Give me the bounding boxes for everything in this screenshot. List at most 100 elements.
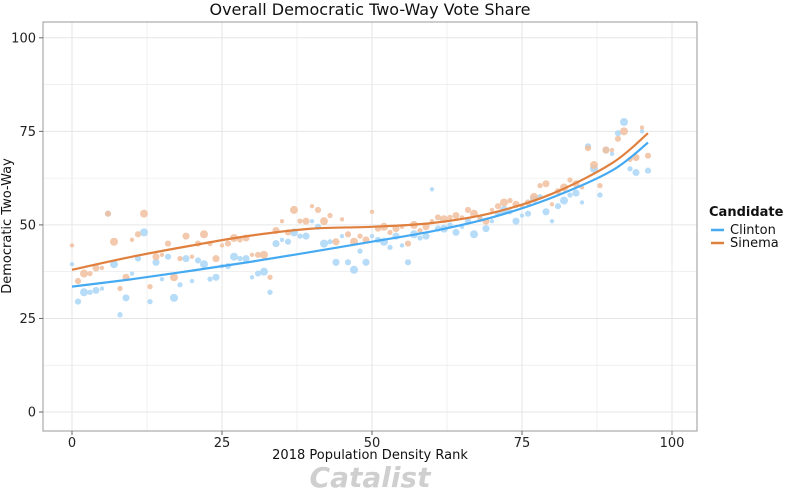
- clinton-point: [632, 168, 640, 177]
- y-tick-label: 75: [19, 125, 36, 140]
- sinema-point: [224, 240, 232, 247]
- clinton-point: [279, 237, 285, 243]
- sinema-point: [164, 240, 172, 247]
- sinema-point: [267, 274, 273, 280]
- clinton-point: [614, 130, 622, 137]
- clinton-point: [417, 235, 423, 241]
- sinema-point: [92, 264, 100, 272]
- clinton-point: [519, 213, 525, 218]
- sinema-point: [260, 250, 268, 259]
- x-tick-label: 0: [68, 436, 76, 451]
- sinema-point: [99, 265, 105, 271]
- clinton-point: [627, 166, 633, 172]
- clinton-point: [320, 239, 328, 248]
- clinton-point: [639, 129, 645, 134]
- sinema-point: [567, 177, 573, 183]
- sinema-point: [507, 197, 513, 204]
- sinema-point: [344, 231, 352, 238]
- clinton-point: [339, 233, 345, 239]
- sinema-point: [392, 225, 400, 233]
- clinton-point: [297, 233, 303, 239]
- sinema-point: [434, 214, 442, 221]
- sinema-point: [404, 240, 412, 247]
- clinton-point: [350, 265, 358, 274]
- sinema-point: [327, 212, 333, 219]
- sinema-point: [620, 127, 628, 136]
- sinema-point: [87, 270, 93, 277]
- clinton-point: [572, 189, 580, 197]
- sinema-point: [500, 198, 508, 207]
- clinton-point: [117, 312, 123, 318]
- clinton-point: [452, 228, 460, 236]
- legend: Candidate Clinton Sinema: [709, 205, 784, 251]
- clinton-point: [92, 286, 100, 294]
- trend-lines: [71, 132, 649, 288]
- clinton-point: [194, 257, 202, 264]
- sinema-point: [249, 252, 255, 258]
- clinton-point: [230, 252, 238, 261]
- clinton-point: [644, 167, 652, 174]
- clinton-point: [242, 255, 250, 263]
- clinton-point: [489, 218, 495, 224]
- clinton-point: [429, 187, 435, 192]
- sinema-point: [537, 182, 543, 189]
- sinema-point: [80, 269, 88, 278]
- sinema-point: [369, 209, 375, 215]
- sinema-point: [254, 251, 262, 258]
- sinema-point: [597, 182, 603, 189]
- clinton-point: [399, 243, 405, 248]
- sinema-point: [110, 237, 118, 246]
- sinema-point: [639, 125, 645, 130]
- clinton-point: [80, 288, 88, 297]
- sinema-point: [302, 217, 310, 225]
- clinton-points: [69, 117, 652, 318]
- clinton-point: [69, 261, 75, 267]
- grid-lines: [43, 22, 697, 431]
- clinton-point: [207, 276, 213, 282]
- sinema-point: [609, 147, 615, 153]
- sinema-point: [422, 223, 430, 231]
- sinema-point: [339, 217, 345, 222]
- clinton-point: [470, 230, 478, 239]
- sinema-point: [602, 146, 610, 154]
- sinema-point: [152, 253, 160, 261]
- sinema-point: [494, 203, 502, 210]
- sinema-point: [290, 205, 298, 214]
- panel-border: [42, 21, 698, 432]
- sinema-point: [584, 145, 592, 152]
- clinton-point: [422, 232, 430, 240]
- legend-title: Candidate: [709, 205, 784, 220]
- sinema-point: [542, 180, 550, 188]
- clinton-point: [87, 289, 93, 295]
- sinema-point: [549, 202, 555, 207]
- sinema-trend-line: [71, 132, 649, 271]
- clinton-point: [164, 253, 172, 260]
- sinema-point: [387, 229, 393, 236]
- sinema-points: [69, 125, 652, 292]
- sinema-point: [117, 285, 123, 292]
- clinton-point: [182, 255, 190, 263]
- sinema-point: [309, 203, 315, 209]
- clinton-point: [140, 228, 148, 237]
- sinema-point: [212, 255, 220, 263]
- legend-label-sinema: Sinema: [730, 236, 779, 251]
- sinema-point: [140, 209, 148, 218]
- clinton-point: [152, 258, 160, 266]
- sinema-point: [200, 230, 208, 239]
- clinton-point: [284, 238, 292, 245]
- clinton-trend-line: [71, 141, 649, 288]
- clinton-point: [237, 255, 243, 262]
- clinton-point: [267, 289, 273, 295]
- sinema-point: [177, 255, 183, 262]
- sinema-point: [447, 214, 453, 221]
- y-tick-label: 25: [19, 312, 36, 327]
- clinton-point: [170, 293, 178, 302]
- clinton-point: [272, 240, 280, 248]
- clinton-point: [159, 276, 165, 282]
- clinton-point: [129, 271, 135, 276]
- sinema-point: [129, 237, 135, 243]
- sinema-point: [134, 231, 142, 238]
- clinton-point: [560, 196, 568, 205]
- clinton-point: [254, 270, 262, 277]
- sinema-point: [332, 238, 340, 246]
